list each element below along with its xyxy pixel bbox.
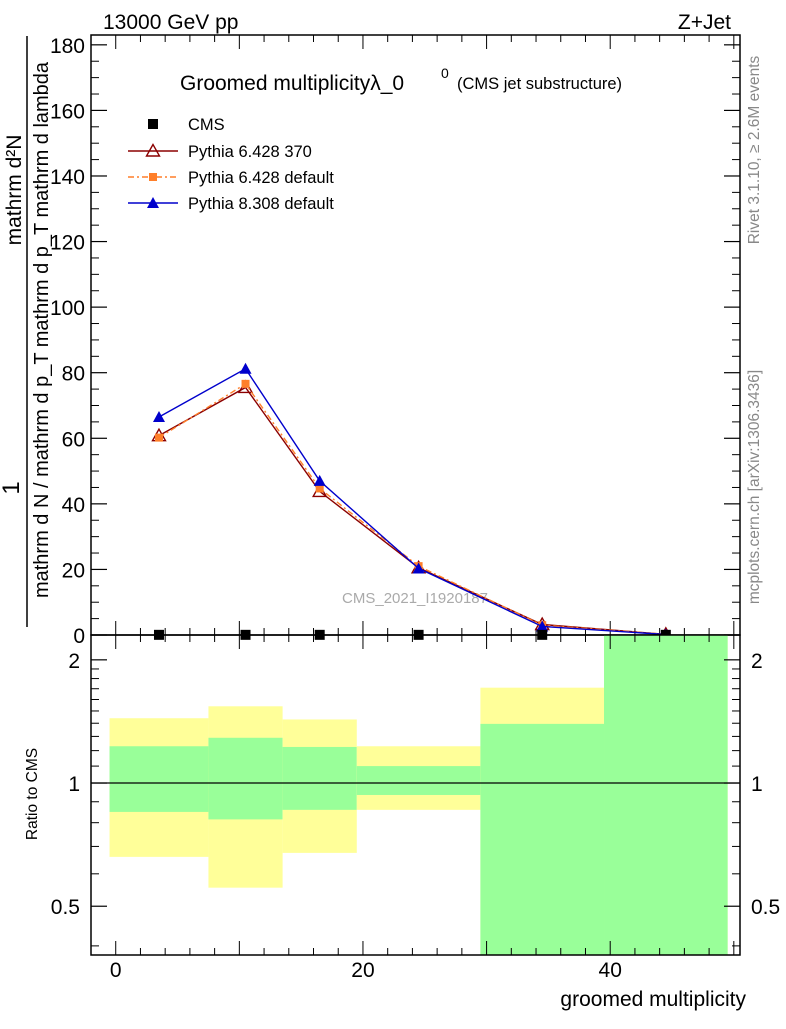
ratio-y-tick-label: 2	[68, 650, 80, 673]
xlabel: groomed multiplicity	[560, 988, 746, 1011]
y-tick-label: 40	[62, 494, 85, 517]
ylabel-numerator: 1	[0, 481, 25, 494]
y-tick-label: 100	[50, 297, 85, 320]
x-tick-label: 20	[351, 959, 374, 982]
y-tick-label: 60	[62, 428, 85, 451]
y-tick-label: 20	[62, 559, 85, 582]
analysis-watermark: CMS_2021_I1920187	[342, 590, 488, 607]
data-point	[241, 379, 250, 388]
ratio-inner-band	[208, 737, 283, 820]
y-tick-label: 80	[62, 363, 85, 386]
chart-title-suffix: (CMS jet substructure)	[457, 75, 622, 93]
process-label: Z+Jet	[678, 11, 731, 34]
ratio-inner-band	[282, 746, 357, 810]
energy-label: 13000 GeV pp	[103, 11, 238, 34]
y-tick-label: 120	[50, 232, 85, 255]
legend-marker	[145, 143, 161, 157]
data-point	[536, 620, 549, 632]
x-tick-label: 40	[599, 959, 622, 982]
data-point	[152, 410, 165, 422]
legend-entry: Pythia 8.308 default	[128, 195, 334, 213]
data-point	[412, 562, 425, 574]
legend-entry: Pythia 6.428 370	[128, 143, 312, 161]
ratio-inner-band	[109, 746, 209, 812]
legend: CMS Pythia 6.428 370 Pythia 6.428 default P…	[128, 116, 334, 213]
mcplots-label: mcplots.cern.ch [arXiv:1306.3436]	[746, 370, 763, 604]
ratio-y-tick-label-right: 2	[751, 650, 763, 673]
series-line	[158, 367, 666, 636]
y-tick-label: 0	[73, 625, 85, 648]
ratio-inner-band	[480, 723, 605, 955]
legend-label: CMS	[188, 116, 225, 134]
data-point	[239, 362, 252, 374]
legend-label: Pythia 8.308 default	[188, 195, 334, 213]
legend-entry: CMS	[148, 116, 225, 134]
ratio-plot-frame	[90, 634, 741, 956]
main-ticks: 0 20 40 60 80 100 120 140 160 180	[50, 35, 740, 648]
data-point	[154, 433, 163, 442]
legend-entry: Pythia 6.428 default	[128, 169, 334, 187]
ylabel-top: mathrm d²N	[3, 135, 26, 246]
series-line	[158, 382, 666, 636]
y-tick-label: 180	[50, 35, 85, 58]
ratio-y-tick-label: 0.5	[51, 896, 80, 919]
ratio-inner-band	[604, 635, 728, 955]
data-point	[315, 484, 324, 493]
legend-label: Pythia 6.428 default	[188, 169, 334, 187]
ratio-y-tick-label-right: 1	[751, 773, 763, 796]
chart-title-group: Groomed multiplicityλ_0 0 (CMS jet subst…	[180, 65, 622, 95]
ratio-inner-band	[356, 766, 481, 795]
y-tick-label: 160	[50, 100, 85, 123]
ratio-y-tick-label-right: 0.5	[751, 896, 780, 919]
chart-title: Groomed multiplicityλ_0	[180, 72, 404, 95]
ylabel-denominator: mathrm d N / mathrm d p_T mathrm d p_T m…	[31, 61, 53, 598]
ratio-ylabel: Ratio to CMS	[24, 748, 41, 840]
data-point	[313, 474, 326, 486]
main-ylabel: 1 mathrm d²N mathrm d N / mathrm d p_T m…	[0, 36, 53, 627]
ratio-y-tick-label: 1	[68, 773, 80, 796]
x-tick-label: 0	[110, 959, 122, 982]
y-tick-label: 140	[50, 166, 85, 189]
legend-marker	[148, 119, 158, 129]
rivet-label: Rivet 3.1.10, ≥ 2.6M events	[746, 55, 763, 244]
legend-marker	[149, 173, 157, 181]
ratio-ticks: 0.5 0.51 12 20 20 40	[51, 635, 780, 982]
legend-label: Pythia 6.428 370	[188, 143, 312, 161]
ratio-bands	[109, 635, 728, 955]
chart-title-superscript: 0	[441, 65, 449, 81]
legend-marker	[147, 197, 159, 208]
